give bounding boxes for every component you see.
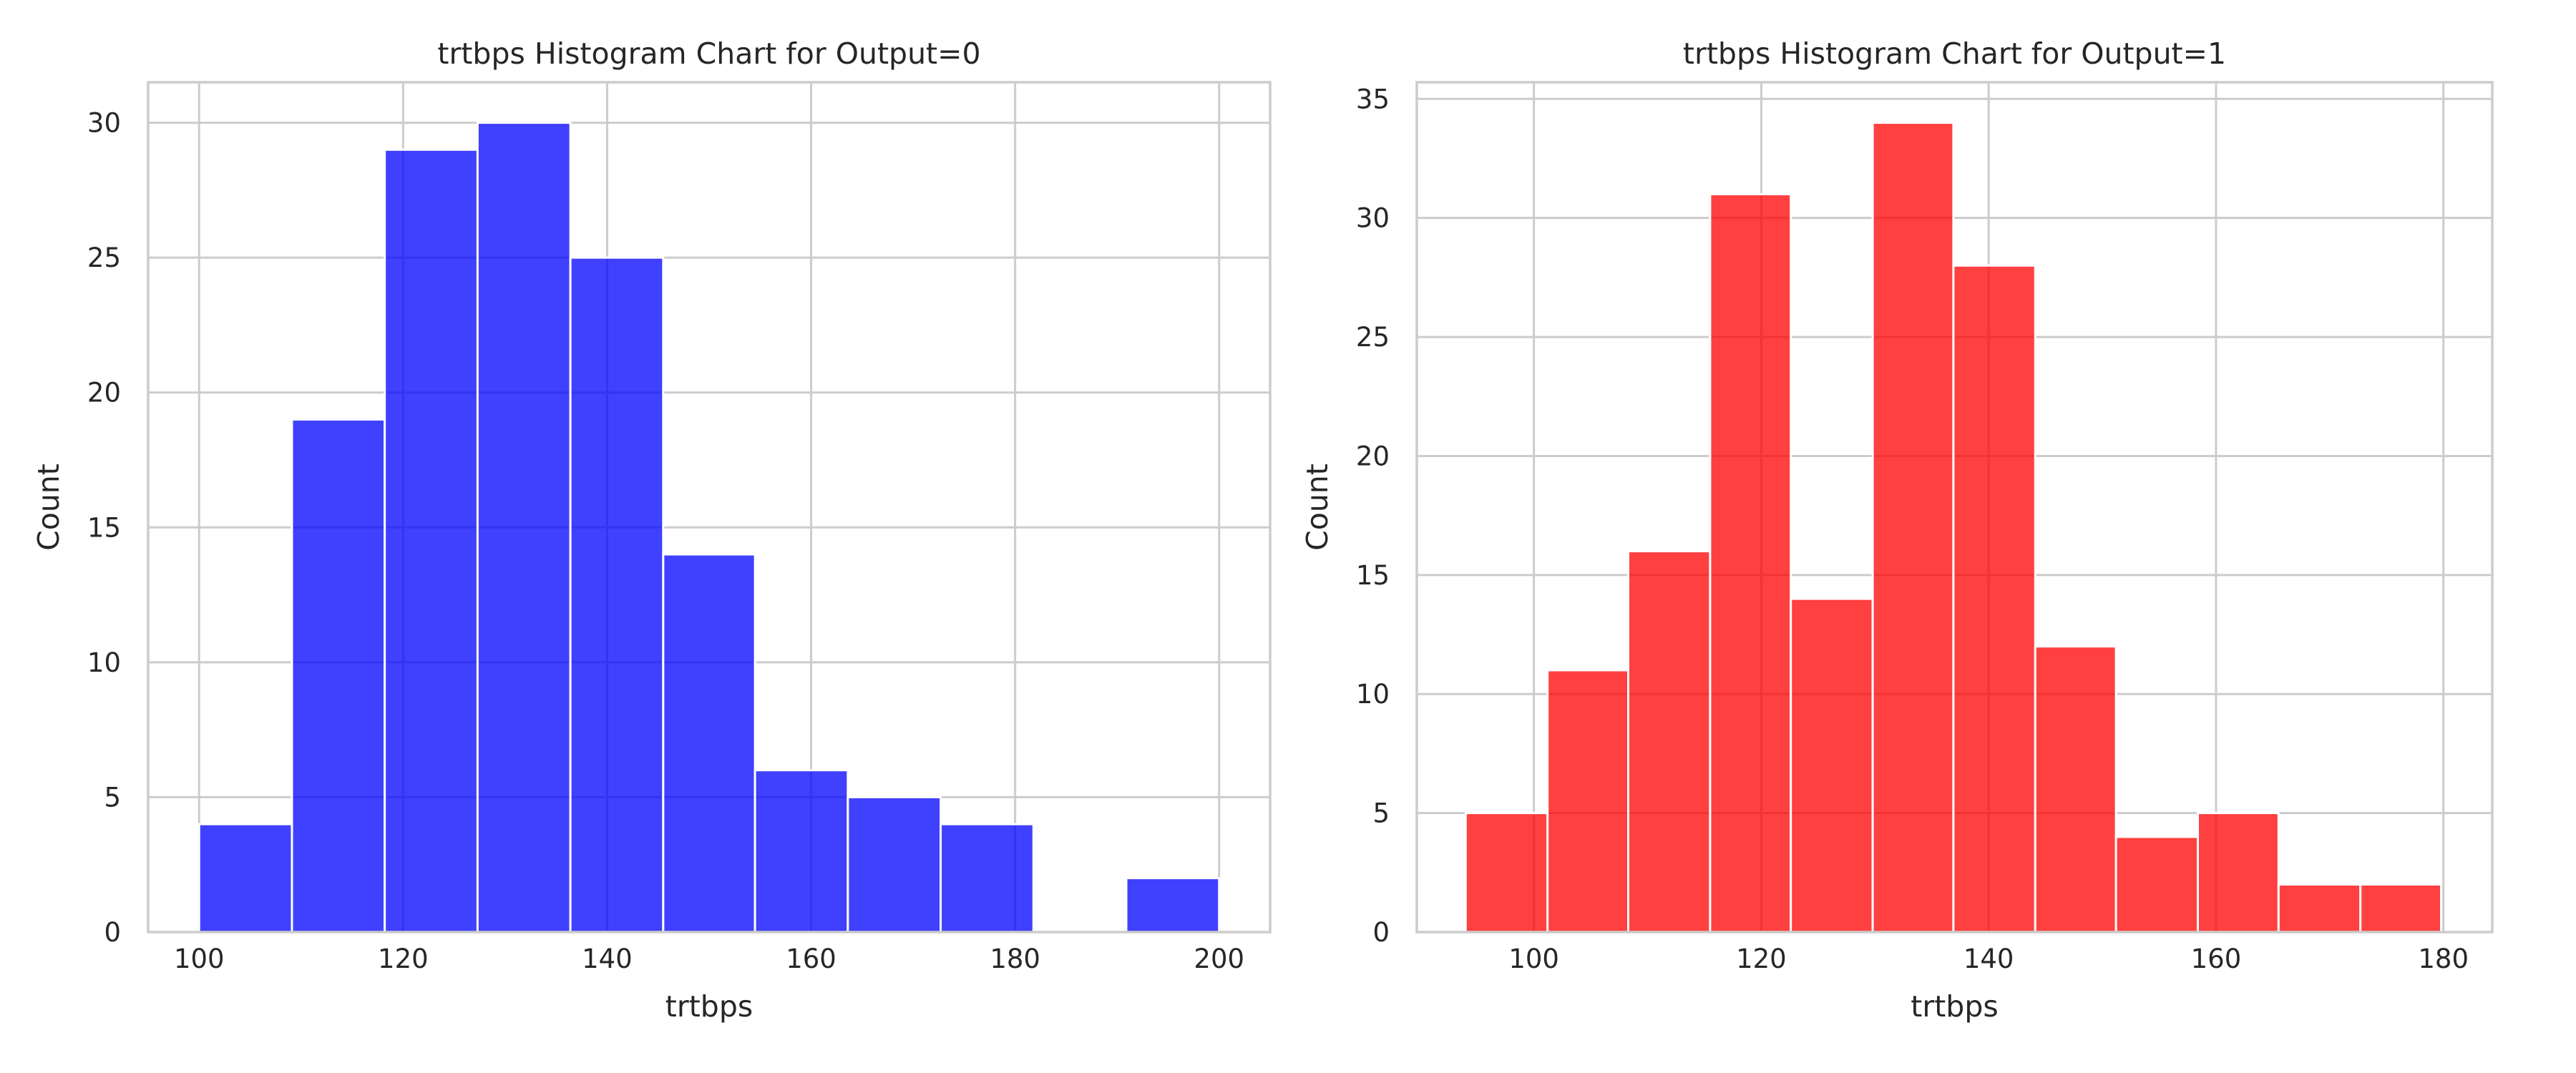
y-tick-label: 20: [1356, 441, 1390, 471]
histogram-bar: [2197, 812, 2280, 934]
histogram-bar: [1952, 264, 2036, 934]
histogram-bar: [291, 418, 386, 934]
y-tick-label: 10: [1356, 679, 1390, 710]
histogram-bars: [1464, 122, 2443, 934]
histogram-bar: [2359, 883, 2443, 934]
chart-output-0: 100 120 140 160 180 200 0 5 10 15 20 25 30 trtbps H…: [31, 36, 1272, 1024]
histogram-bar: [476, 122, 572, 934]
x-tick-label: 120: [1736, 944, 1787, 974]
y-tick-label: 30: [87, 108, 121, 139]
y-tick-label: 20: [87, 378, 121, 408]
histogram-bar: [197, 823, 293, 934]
histogram-bar: [2034, 645, 2117, 934]
histogram-bar: [2277, 883, 2362, 934]
histogram-bar: [1125, 877, 1221, 934]
histogram-bar: [1464, 812, 1549, 934]
histogram-bar: [1627, 550, 1712, 934]
histogram-bar: [1790, 597, 1874, 934]
x-tick-label: 160: [2191, 944, 2242, 974]
x-axis-label: trtbps: [665, 989, 753, 1024]
chart-output-1: 100 120 140 160 180 0 5 10 15 20 25 30 35 trtbps Hi…: [1300, 36, 2494, 1024]
histogram-bar: [569, 256, 665, 934]
y-axis-label: Count: [31, 464, 66, 551]
x-tick-labels: 100 120 140 160 180: [1508, 944, 2469, 974]
x-tick-label: 180: [2418, 944, 2469, 974]
histogram-bar: [662, 553, 756, 934]
x-tick-label: 140: [582, 944, 633, 974]
histogram-bar: [1871, 122, 1955, 934]
histogram-bar: [2114, 836, 2200, 934]
plot-frame: [147, 81, 1272, 934]
grid-lines: [148, 82, 1270, 934]
x-tick-label: 160: [786, 944, 836, 974]
x-tick-labels: 100 120 140 160 180 200: [174, 944, 1244, 974]
x-tick-label: 120: [378, 944, 429, 974]
y-tick-label: 0: [1372, 917, 1390, 948]
y-tick-label: 0: [104, 917, 121, 948]
histogram-bar: [847, 795, 942, 934]
plot-frame: [1415, 81, 2494, 934]
histogram-bar: [1709, 192, 1792, 934]
y-tick-labels: 0 5 10 15 20 25 30: [87, 108, 121, 948]
y-tick-label: 35: [1356, 84, 1390, 114]
chart-title: trtbps Histogram Chart for Output=1: [1683, 36, 2226, 71]
chart-title: trtbps Histogram Chart for Output=0: [437, 36, 980, 71]
y-tick-label: 15: [87, 512, 121, 543]
x-axis-label: trtbps: [1911, 989, 1998, 1024]
histogram-bar: [384, 148, 479, 934]
y-tick-label: 15: [1356, 560, 1390, 591]
x-tick-label: 100: [174, 944, 225, 974]
y-tick-label: 25: [87, 242, 121, 273]
y-tick-label: 10: [87, 647, 121, 678]
histogram-bar: [1546, 669, 1630, 934]
y-axis-label: Count: [1300, 464, 1335, 551]
histogram-bar: [940, 823, 1035, 934]
histogram-bars: [197, 122, 1221, 934]
y-tick-label: 30: [1356, 203, 1390, 234]
x-tick-label: 180: [990, 944, 1040, 974]
y-tick-label: 5: [104, 782, 121, 813]
x-tick-label: 100: [1508, 944, 1559, 974]
y-tick-label: 25: [1356, 322, 1390, 353]
histogram-bar: [753, 769, 849, 934]
x-tick-label: 140: [1963, 944, 2014, 974]
y-tick-label: 5: [1372, 798, 1390, 829]
x-tick-label: 200: [1194, 944, 1244, 974]
y-tick-labels: 0 5 10 15 20 25 30 35: [1356, 84, 1390, 948]
